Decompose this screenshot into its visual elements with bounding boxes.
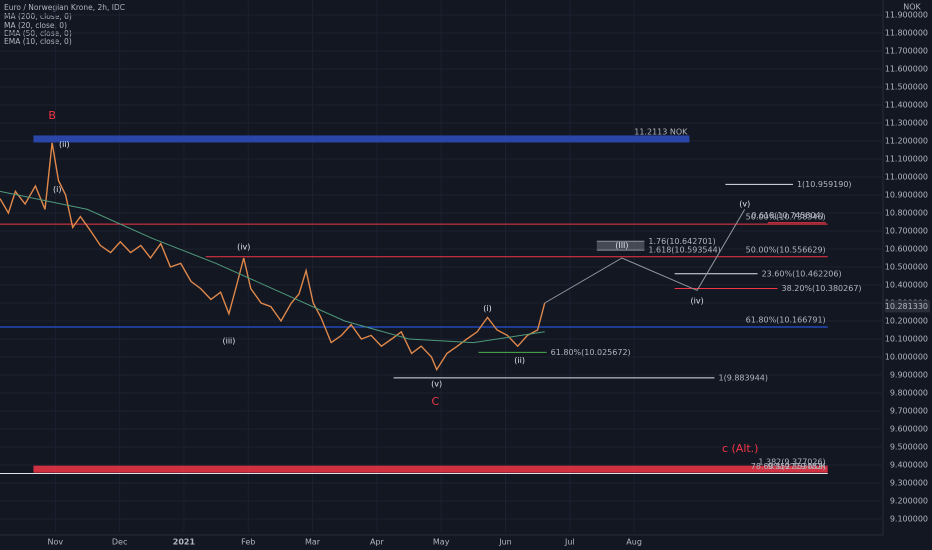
- y-tick-label: 11.600000: [885, 64, 928, 73]
- series-line: [0, 190, 545, 344]
- x-tick-label: Mar: [305, 538, 321, 547]
- y-tick-label: 11.000000: [885, 172, 928, 181]
- y-tick-label: 11.500000: [885, 82, 928, 91]
- y-tick-label: 11.800000: [885, 28, 928, 37]
- y-unit: NOK: [903, 3, 921, 12]
- series-line: [544, 209, 746, 304]
- wave-label: (i): [53, 185, 61, 194]
- y-tick-label: 9.300000: [890, 479, 928, 488]
- y-tick-label: 10.500000: [885, 262, 928, 271]
- y-tick-label: 9.400000: [890, 461, 928, 470]
- level-label: 78.60%(9.353052): [751, 462, 826, 471]
- level-label: 50.00%(10.738346): [746, 213, 826, 222]
- y-tick-label: 10.800000: [885, 208, 928, 217]
- y-tick-label: 9.800000: [890, 389, 928, 398]
- level-label: 1(9.883944): [719, 373, 769, 382]
- level-band: [33, 135, 690, 143]
- level-band: [33, 465, 828, 473]
- y-tick-label: 11.700000: [885, 46, 928, 55]
- level-label: 50.00%(10.556629): [746, 245, 826, 254]
- level-label: 61.80%(10.025672): [551, 348, 631, 357]
- wave-label: (III): [615, 241, 628, 250]
- y-tick-label: 9.200000: [890, 497, 928, 506]
- y-tick-label: 10.700000: [885, 226, 928, 235]
- y-tick-label: 11.200000: [885, 136, 928, 145]
- y-tick-label: 10.400000: [885, 280, 928, 289]
- legend-line: EMA (50, close, 0): [4, 29, 72, 38]
- y-tick-label: 9.500000: [890, 443, 928, 452]
- y-tick-label: 10.900000: [885, 190, 928, 199]
- x-tick-label: 2021: [173, 538, 196, 547]
- legend-line: MA (200, close, 0): [4, 12, 72, 21]
- y-tick-label: 9.900000: [890, 371, 928, 380]
- y-tick-label: 11.100000: [885, 154, 928, 163]
- level-label: 1(10.959190): [797, 180, 852, 189]
- legend-line: Euro / Norwegian Krone, 2h, IDC: [4, 3, 125, 12]
- wave-label: (ii): [514, 356, 525, 365]
- wave-label: (iii): [222, 336, 235, 345]
- y-tick-label: 11.900000: [885, 10, 928, 19]
- level-label: 1.76(10.642701): [648, 237, 715, 246]
- x-tick-label: May: [433, 538, 450, 547]
- y-tick-label: 10.000000: [885, 353, 928, 362]
- level-label: 1.382(9.377026): [758, 458, 825, 467]
- x-tick-label: Jun: [498, 538, 512, 547]
- wave-label: (iv): [237, 243, 250, 252]
- y-tick-label: 11.400000: [885, 100, 928, 109]
- target-box: [596, 241, 645, 251]
- level-label: 61.80%(10.166791): [746, 315, 826, 324]
- x-tick-label: Aug: [626, 538, 642, 547]
- y-tick-label: 10.600000: [885, 244, 928, 253]
- legend-line: EMA (10, close, 0): [4, 37, 72, 46]
- y-tick-label: 10.100000: [885, 335, 928, 344]
- level-label: 38.20%(10.380267): [782, 284, 862, 293]
- x-tick-label: Dec: [112, 538, 127, 547]
- wave-label: c (Alt.): [722, 442, 759, 455]
- wave-label: C: [432, 395, 440, 408]
- x-tick-label: Jul: [564, 538, 575, 547]
- level-label: 11.2113 NOK: [634, 127, 688, 136]
- level-label: 23.60%(10.462206): [762, 269, 842, 278]
- y-tick-label: 9.100000: [890, 515, 928, 524]
- legend: Euro / Norwegian Krone, 2h, IDC MA (200,…: [4, 3, 125, 46]
- y-tick-label: 11.300000: [885, 118, 928, 127]
- y-tick-label: 10.200000: [885, 317, 928, 326]
- wave-label: (iv): [691, 297, 704, 306]
- wave-label: (v): [739, 199, 750, 208]
- y-tick-label: 9.700000: [890, 407, 928, 416]
- wave-label: (i): [483, 304, 491, 313]
- x-tick-label: Feb: [241, 538, 255, 547]
- wave-label: (v): [431, 380, 442, 389]
- level-label: 0.618(10.745804): [751, 211, 823, 220]
- x-tick-label: Apr: [370, 538, 385, 547]
- x-tick-label: Nov: [47, 538, 63, 547]
- wave-label: B: [48, 109, 56, 122]
- price-tag-label: 10.281330: [885, 302, 928, 311]
- series-line: [0, 142, 546, 372]
- level-label: 9.352719 NOK: [767, 462, 826, 471]
- wave-label: (ii): [59, 140, 70, 149]
- y-tick-label: 9.600000: [890, 425, 928, 434]
- legend-line: MA (20, close, 0): [4, 21, 67, 30]
- level-label: 1.618(10.593544): [648, 246, 720, 255]
- price-tag: [885, 300, 930, 313]
